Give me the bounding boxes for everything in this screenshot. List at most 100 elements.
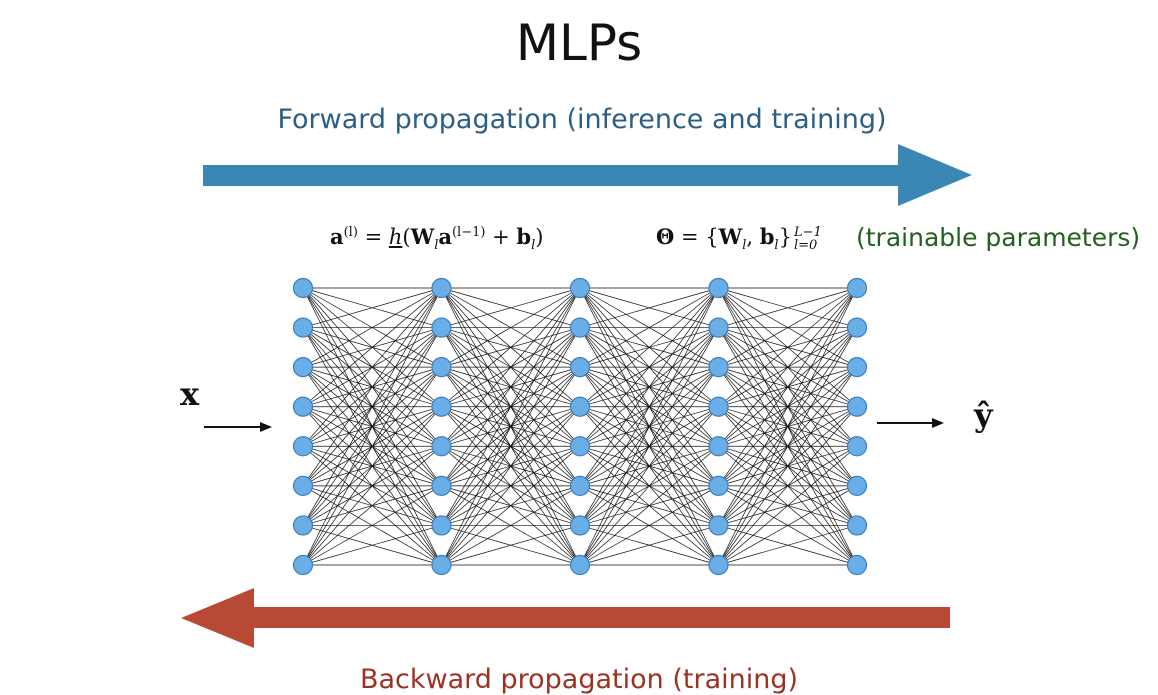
neuron [708,515,729,536]
neuron [708,317,729,338]
connection-line [579,446,719,566]
output-label: ŷ [974,396,993,434]
connection-line [302,366,442,566]
neuron [431,317,452,338]
connection-line [718,287,858,447]
connection-lines [302,287,858,566]
neuron [708,475,729,496]
connection-line [441,366,581,566]
neuron [708,554,729,576]
connection-line [579,287,719,407]
neuron [569,357,591,378]
input-arrow [204,422,272,432]
neuron [431,436,452,457]
connection-line [718,287,858,407]
neuron [569,475,591,496]
parameters-formula: Θ = {Wl, bl} L−1 l=0 [656,224,822,254]
neuron [846,396,868,417]
connection-line [579,287,719,328]
connection-line [302,287,442,368]
connection-line [441,525,581,566]
connection-line [579,525,719,566]
neuron [431,277,452,299]
neuron [846,317,868,338]
connection-line [302,525,442,566]
neuron [292,277,314,299]
neuron [431,475,452,496]
neuron [292,357,314,378]
neuron [846,554,868,576]
connection-line [718,287,858,487]
neuron [292,554,314,576]
forward-arrow [203,144,972,206]
neuron [846,357,868,378]
connection-line [302,327,442,566]
connection-line [718,366,858,566]
connection-line [441,446,581,566]
connection-line [441,287,581,487]
connection-line [302,287,442,526]
neuron [708,357,729,378]
connection-line [302,287,442,407]
neuron [569,277,591,299]
connection-line [441,287,581,566]
connection-line [579,406,719,566]
connection-line [302,287,442,447]
connection-line [441,287,581,328]
neuron [292,396,314,417]
connection-line [718,525,858,566]
connection-line [302,287,442,328]
neuron [431,357,452,378]
neuron [569,554,591,576]
connection-line [718,287,858,368]
page-title: MLPs [515,14,643,72]
neuron [846,277,868,299]
connection-line [302,287,442,487]
neuron [292,317,314,338]
neuron [708,436,729,457]
connection-line [302,485,442,566]
neuron [569,396,591,417]
connection-line [579,327,719,566]
connection-line [718,287,858,328]
connection-line [579,287,719,487]
neuron [431,515,452,536]
neuron [569,436,591,457]
connection-line [718,327,858,566]
neuron [292,475,314,496]
connection-line [441,327,581,566]
connection-line [579,287,719,447]
neuron [846,475,868,496]
trainable-parameters-label: (trainable parameters) [856,223,1141,252]
connection-line [302,446,442,566]
connection-line [441,287,581,526]
neuron [569,317,591,338]
connection-line [441,287,581,447]
connection-line [441,287,581,407]
neuron [846,515,868,536]
connection-line [579,485,719,566]
neuron [292,436,314,457]
connection-line [718,287,858,566]
connection-line [441,406,581,566]
output-arrow [877,418,944,428]
connection-line [302,406,442,566]
connection-line [718,406,858,566]
connection-line [579,287,719,526]
connection-line [579,366,719,566]
connection-line [718,446,858,566]
connection-line [302,287,442,566]
connection-line [718,485,858,566]
neuron [569,515,591,536]
neuron [708,277,729,299]
neuron [846,436,868,457]
neurons [292,277,868,576]
backward-propagation-label: Backward propagation (training) [359,664,799,695]
neuron [292,515,314,536]
neuron [708,396,729,417]
connection-line [718,287,858,526]
neuron [431,396,452,417]
connection-line [579,287,719,566]
input-label: x [180,375,200,413]
